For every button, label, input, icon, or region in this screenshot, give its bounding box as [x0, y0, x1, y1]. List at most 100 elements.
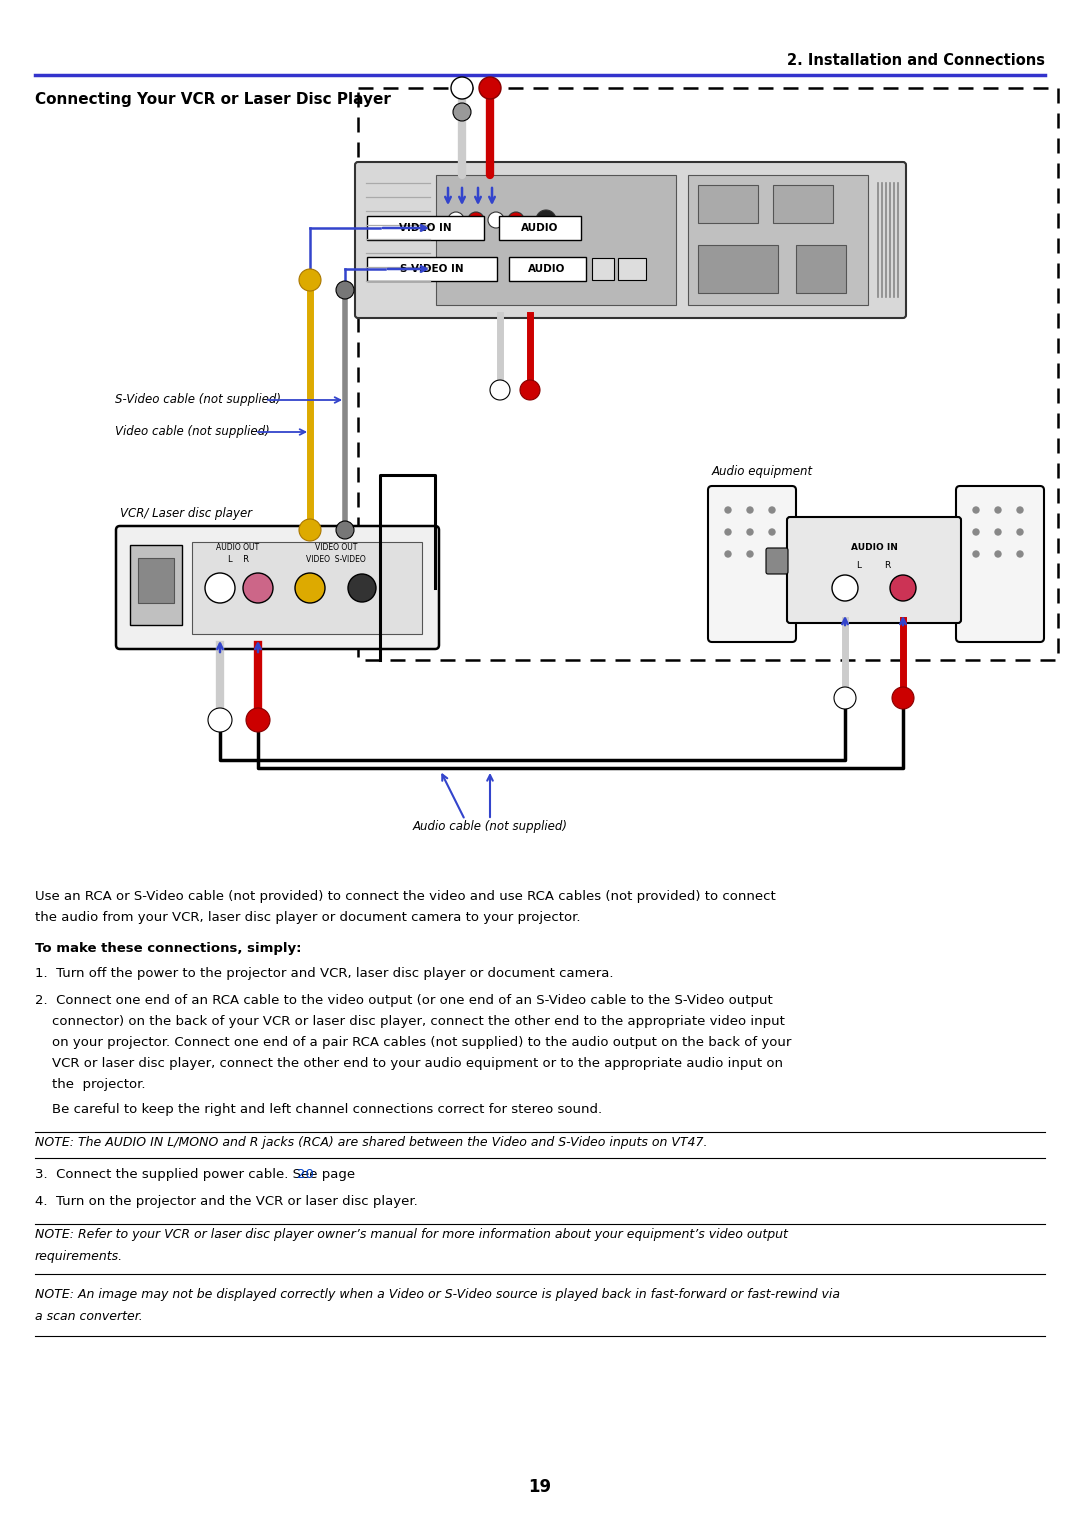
- Text: Connecting Your VCR or Laser Disc Player: Connecting Your VCR or Laser Disc Player: [35, 92, 391, 107]
- Bar: [773, 185, 833, 223]
- Text: 1.  Turn off the power to the projector and VCR, laser disc player or document c: 1. Turn off the power to the projector a…: [35, 967, 613, 980]
- Circle shape: [348, 574, 376, 601]
- Text: a scan converter.: a scan converter.: [35, 1309, 143, 1323]
- Circle shape: [769, 551, 775, 557]
- Circle shape: [995, 530, 1001, 536]
- Circle shape: [973, 551, 978, 557]
- Text: NOTE: Refer to your VCR or laser disc player owner’s manual for more information: NOTE: Refer to your VCR or laser disc pl…: [35, 1228, 788, 1241]
- Circle shape: [490, 380, 510, 400]
- Circle shape: [536, 211, 556, 230]
- Text: Video cable (not supplied): Video cable (not supplied): [114, 426, 270, 438]
- Circle shape: [973, 507, 978, 513]
- Circle shape: [1017, 551, 1023, 557]
- Text: Audio equipment: Audio equipment: [712, 465, 813, 478]
- Text: Be careful to keep the right and left channel connections correct for stereo sou: Be careful to keep the right and left ch…: [35, 1103, 603, 1116]
- FancyBboxPatch shape: [509, 256, 586, 281]
- Text: 19: 19: [528, 1479, 552, 1495]
- Text: requirements.: requirements.: [35, 1250, 123, 1264]
- Text: S-Video cable (not supplied): S-Video cable (not supplied): [114, 394, 281, 406]
- Bar: [130, 545, 183, 626]
- Text: AUDIO OUT: AUDIO OUT: [216, 543, 259, 552]
- Circle shape: [1017, 530, 1023, 536]
- Bar: [698, 246, 778, 293]
- FancyBboxPatch shape: [956, 485, 1044, 642]
- Circle shape: [488, 212, 504, 227]
- Circle shape: [725, 551, 731, 557]
- Text: VCR/ Laser disc player: VCR/ Laser disc player: [120, 507, 252, 520]
- Circle shape: [747, 507, 753, 513]
- Text: the  projector.: the projector.: [35, 1077, 146, 1091]
- Circle shape: [769, 507, 775, 513]
- Bar: [698, 185, 758, 223]
- FancyBboxPatch shape: [499, 217, 581, 240]
- Circle shape: [769, 530, 775, 536]
- FancyBboxPatch shape: [367, 256, 497, 281]
- Text: 20: 20: [297, 1167, 314, 1181]
- Text: AUDIO: AUDIO: [522, 223, 558, 233]
- Circle shape: [336, 281, 354, 299]
- Text: VIDEO OUT: VIDEO OUT: [314, 543, 357, 552]
- Bar: [436, 175, 676, 305]
- Text: Audio cable (not supplied): Audio cable (not supplied): [413, 819, 567, 833]
- Circle shape: [1017, 507, 1023, 513]
- Circle shape: [747, 551, 753, 557]
- Text: VIDEO IN: VIDEO IN: [399, 223, 451, 233]
- Circle shape: [299, 519, 321, 542]
- Text: NOTE: An image may not be displayed correctly when a Video or S-Video source is : NOTE: An image may not be displayed corr…: [35, 1288, 840, 1302]
- Text: 4.  Turn on the projector and the VCR or laser disc player.: 4. Turn on the projector and the VCR or …: [35, 1195, 418, 1209]
- FancyBboxPatch shape: [355, 162, 906, 317]
- Circle shape: [892, 687, 914, 710]
- Circle shape: [480, 76, 501, 99]
- Circle shape: [747, 530, 753, 536]
- Bar: [688, 175, 868, 305]
- Circle shape: [246, 708, 270, 732]
- Text: VCR or laser disc player, connect the other end to your audio equipment or to th: VCR or laser disc player, connect the ot…: [35, 1058, 783, 1070]
- Circle shape: [208, 708, 232, 732]
- Circle shape: [205, 572, 235, 603]
- Circle shape: [243, 572, 273, 603]
- Text: connector) on the back of your VCR or laser disc player, connect the other end t: connector) on the back of your VCR or la…: [35, 1015, 785, 1029]
- Text: AUDIO: AUDIO: [528, 264, 566, 275]
- Text: 2.  Connect one end of an RCA cable to the video output (or one end of an S-Vide: 2. Connect one end of an RCA cable to th…: [35, 993, 773, 1007]
- Text: VIDEO  S-VIDEO: VIDEO S-VIDEO: [306, 555, 366, 565]
- Circle shape: [725, 507, 731, 513]
- Bar: [192, 542, 422, 633]
- FancyBboxPatch shape: [367, 217, 484, 240]
- Text: Use an RCA or S-Video cable (not provided) to connect the video and use RCA cabl: Use an RCA or S-Video cable (not provide…: [35, 890, 775, 903]
- Text: 2. Installation and Connections: 2. Installation and Connections: [787, 53, 1045, 69]
- Text: on your projector. Connect one end of a pair RCA cables (not supplied) to the au: on your projector. Connect one end of a …: [35, 1036, 792, 1048]
- Circle shape: [453, 102, 471, 121]
- Text: NOTE: The AUDIO IN L/MONO and R jacks (RCA) are shared between the Video and S-V: NOTE: The AUDIO IN L/MONO and R jacks (R…: [35, 1135, 707, 1149]
- FancyBboxPatch shape: [116, 526, 438, 649]
- Circle shape: [508, 212, 524, 227]
- Circle shape: [299, 269, 321, 291]
- Bar: [592, 258, 615, 279]
- FancyBboxPatch shape: [708, 485, 796, 642]
- Text: L        R: L R: [856, 562, 891, 571]
- Text: L    R: L R: [228, 555, 248, 565]
- Circle shape: [834, 687, 856, 710]
- Circle shape: [468, 212, 484, 227]
- Circle shape: [336, 520, 354, 539]
- Circle shape: [995, 507, 1001, 513]
- Circle shape: [973, 530, 978, 536]
- Text: To make these connections, simply:: To make these connections, simply:: [35, 942, 301, 955]
- Bar: [138, 559, 174, 603]
- Bar: [357, 89, 1058, 661]
- FancyBboxPatch shape: [766, 548, 788, 574]
- Text: AUDIO IN: AUDIO IN: [851, 543, 897, 552]
- Circle shape: [995, 551, 1001, 557]
- Text: the audio from your VCR, laser disc player or document camera to your projector.: the audio from your VCR, laser disc play…: [35, 911, 581, 925]
- Circle shape: [519, 380, 540, 400]
- Text: S-VIDEO IN: S-VIDEO IN: [401, 264, 463, 275]
- Bar: [618, 258, 646, 279]
- Circle shape: [832, 575, 858, 601]
- Text: 3.  Connect the supplied power cable. See page: 3. Connect the supplied power cable. See…: [35, 1167, 360, 1181]
- Circle shape: [451, 76, 473, 99]
- Circle shape: [725, 530, 731, 536]
- Circle shape: [890, 575, 916, 601]
- Bar: [796, 246, 846, 293]
- Circle shape: [295, 572, 325, 603]
- Circle shape: [448, 212, 464, 227]
- FancyBboxPatch shape: [787, 517, 961, 623]
